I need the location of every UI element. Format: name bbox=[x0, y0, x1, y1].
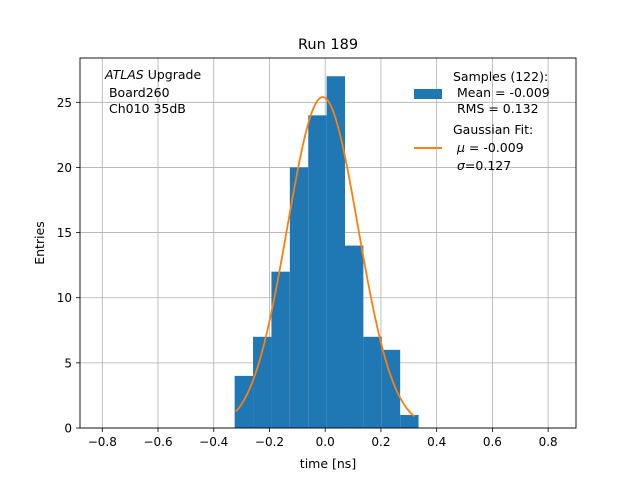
legend-sigma-symbol: σ bbox=[457, 158, 466, 173]
y-tick-label: 0 bbox=[64, 422, 72, 436]
histogram-bar bbox=[326, 76, 345, 428]
x-tick-label: 0.8 bbox=[539, 435, 558, 449]
x-tick-label: −0.4 bbox=[199, 435, 228, 449]
annotation-line-3: Ch010 35dB bbox=[105, 101, 186, 116]
legend-samples-rms: RMS = 0.132 bbox=[453, 101, 539, 116]
y-tick-label: 25 bbox=[57, 96, 72, 110]
legend: Samples (122): Mean = -0.009 RMS = 0.132… bbox=[414, 69, 550, 173]
legend-samples-title: Samples (122): bbox=[453, 69, 548, 84]
x-tick-label: −0.2 bbox=[255, 435, 284, 449]
y-tick-label: 10 bbox=[57, 291, 72, 305]
x-axis-label: time [ns] bbox=[300, 456, 356, 471]
histogram-bar bbox=[400, 414, 419, 428]
y-tick-label: 5 bbox=[64, 356, 72, 370]
histogram-bar bbox=[344, 245, 364, 428]
histogram-bar bbox=[363, 336, 382, 428]
x-tick-label: −0.8 bbox=[88, 435, 117, 449]
annotation-atlas: ATLAS bbox=[104, 67, 144, 82]
histogram-bar bbox=[381, 349, 401, 428]
legend-samples-swatch bbox=[414, 89, 442, 99]
y-tick-label: 20 bbox=[57, 161, 72, 175]
legend-samples-mean: Mean = -0.009 bbox=[453, 85, 550, 100]
annotation-line-2: Board260 bbox=[105, 85, 170, 100]
legend-fit-sigma: σ=0.127 bbox=[453, 158, 511, 173]
y-tick-label: 15 bbox=[57, 226, 72, 240]
gaussian-fit bbox=[235, 96, 415, 418]
histogram-bar bbox=[289, 167, 309, 428]
y-axis-label: Entries bbox=[32, 221, 47, 265]
histogram-bar bbox=[271, 271, 290, 428]
x-tick-label: −0.6 bbox=[143, 435, 172, 449]
legend-mu-symbol: μ bbox=[456, 140, 465, 155]
axis-ticks: −0.8 −0.6 −0.4 −0.2 0.0 0.2 0.4 0.6 0.8 0 5 10 15 20 2… bbox=[57, 96, 558, 449]
x-tick-label: 0.6 bbox=[483, 435, 502, 449]
chart-title: Run 189 bbox=[298, 37, 358, 53]
annotation-line-1: ATLAS Upgrade bbox=[104, 67, 201, 82]
annotation-upgrade: Upgrade bbox=[144, 67, 202, 82]
x-tick-label: 0.2 bbox=[371, 435, 390, 449]
x-tick-label: 0.0 bbox=[316, 435, 335, 449]
x-tick-label: 0.4 bbox=[427, 435, 446, 449]
legend-sigma-value: =0.127 bbox=[465, 158, 511, 173]
annotation-text: ATLAS Upgrade Board260 Ch010 35dB bbox=[104, 67, 201, 116]
plot-frame bbox=[79, 57, 577, 429]
legend-fit-mu: μ = -0.009 bbox=[453, 140, 524, 155]
gaussian-fit-curve bbox=[235, 96, 415, 418]
legend-fit-title: Gaussian Fit: bbox=[453, 122, 533, 137]
histogram-bar bbox=[308, 115, 327, 428]
histogram-bar bbox=[253, 336, 272, 428]
histogram-bars bbox=[234, 76, 419, 428]
legend-mu-value: = -0.009 bbox=[465, 140, 524, 155]
